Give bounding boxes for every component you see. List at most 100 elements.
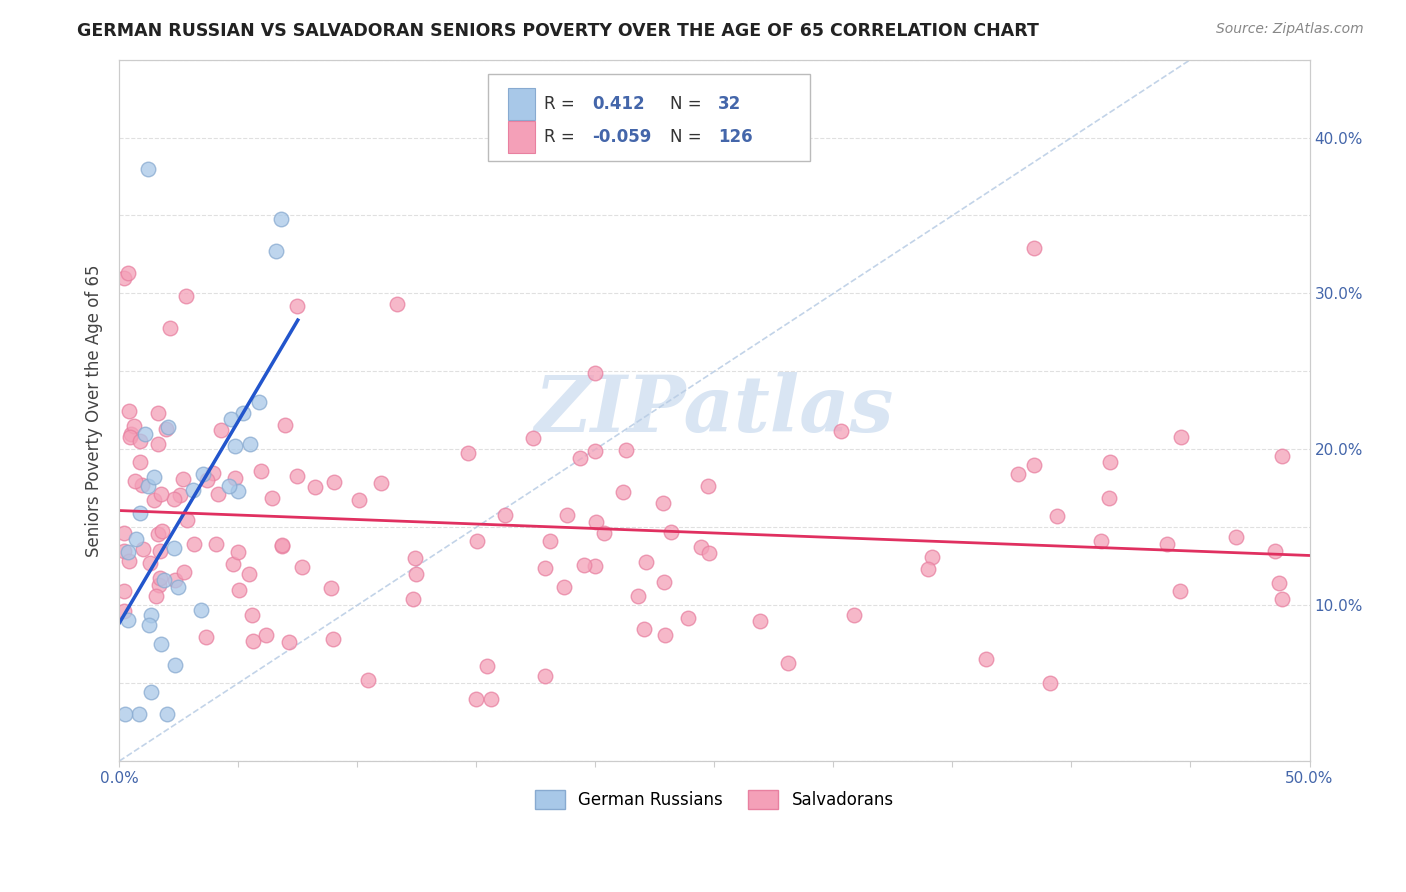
Point [156, 707, 179, 722]
Point [136, 161, 159, 176]
Point [155, 422, 177, 436]
Point [557, 508, 579, 523]
Point [250, 464, 273, 478]
Point [112, 526, 135, 541]
Point [142, 469, 165, 483]
Point [141, 684, 163, 698]
Point [209, 423, 232, 437]
Point [173, 565, 195, 579]
Point [163, 492, 186, 507]
Point [159, 321, 181, 335]
Point [163, 658, 186, 673]
Point [174, 289, 197, 303]
Point [271, 538, 294, 552]
Point [917, 561, 939, 575]
Point [404, 550, 426, 565]
Point [285, 299, 308, 313]
Point [633, 623, 655, 637]
Point [264, 244, 287, 258]
Point [150, 637, 173, 651]
Point [270, 211, 292, 226]
Point [748, 615, 770, 629]
Point [776, 656, 799, 670]
Point [149, 487, 172, 501]
Point [652, 575, 675, 590]
Point [146, 437, 169, 451]
Point [134, 427, 156, 442]
Point [138, 618, 160, 632]
Point [165, 574, 187, 588]
Point [114, 707, 136, 722]
Point [117, 613, 139, 627]
Point [323, 475, 346, 490]
Point [274, 418, 297, 433]
Point [1039, 676, 1062, 690]
Text: N =: N = [671, 95, 702, 112]
Point [538, 534, 561, 549]
Point [145, 589, 167, 603]
Point [120, 427, 142, 442]
Point [148, 578, 170, 592]
Point [356, 673, 378, 688]
Point [696, 479, 718, 493]
Point [112, 271, 135, 285]
Text: R =: R = [544, 128, 575, 145]
Y-axis label: Seniors Poverty Over the Age of 65: Seniors Poverty Over the Age of 65 [86, 264, 103, 557]
Point [593, 526, 616, 541]
Point [112, 584, 135, 599]
Point [583, 559, 606, 574]
Text: ZIPatlas: ZIPatlas [534, 372, 894, 449]
Point [120, 430, 142, 444]
Point [122, 418, 145, 433]
Point [654, 628, 676, 642]
Point [240, 608, 263, 623]
Point [138, 556, 160, 570]
Point [634, 556, 657, 570]
Point [568, 451, 591, 466]
Point [224, 471, 246, 485]
Point [149, 543, 172, 558]
Text: R =: R = [544, 95, 575, 112]
Point [169, 488, 191, 502]
Point [112, 544, 135, 558]
Point [1022, 458, 1045, 473]
Point [522, 431, 544, 445]
Point [150, 524, 173, 538]
Point [1046, 508, 1069, 523]
Point [477, 658, 499, 673]
Point [479, 691, 502, 706]
Point [146, 527, 169, 541]
Point [1170, 430, 1192, 444]
Point [1168, 584, 1191, 599]
Point [319, 581, 342, 595]
Point [226, 484, 249, 499]
Point [1098, 455, 1121, 469]
Point [141, 607, 163, 622]
Point [226, 545, 249, 559]
Point [176, 512, 198, 526]
Point [1090, 533, 1112, 548]
Point [143, 493, 166, 508]
Point [585, 515, 607, 529]
Point [194, 631, 217, 645]
Point [221, 412, 243, 426]
Point [271, 539, 294, 553]
Point [616, 442, 638, 457]
Point [166, 580, 188, 594]
Point [124, 474, 146, 488]
Point [254, 628, 277, 642]
Point [612, 485, 634, 500]
Point [553, 580, 575, 594]
Point [1098, 491, 1121, 505]
Point [146, 406, 169, 420]
Point [457, 446, 479, 460]
Point [242, 633, 264, 648]
Point [697, 546, 720, 560]
Point [148, 571, 170, 585]
Point [228, 582, 250, 597]
Point [405, 567, 427, 582]
Point [583, 366, 606, 380]
Point [222, 557, 245, 571]
Point [112, 604, 135, 618]
Text: 126: 126 [718, 128, 752, 145]
